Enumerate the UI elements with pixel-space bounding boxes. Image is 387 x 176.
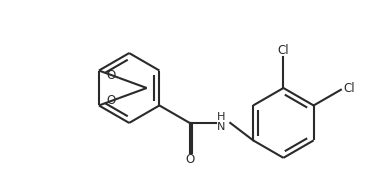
Text: H
N: H N [217, 112, 225, 132]
Text: O: O [106, 94, 115, 107]
Text: O: O [106, 69, 115, 82]
Text: O: O [185, 153, 194, 166]
Text: Cl: Cl [277, 44, 289, 57]
Text: Cl: Cl [343, 82, 355, 95]
